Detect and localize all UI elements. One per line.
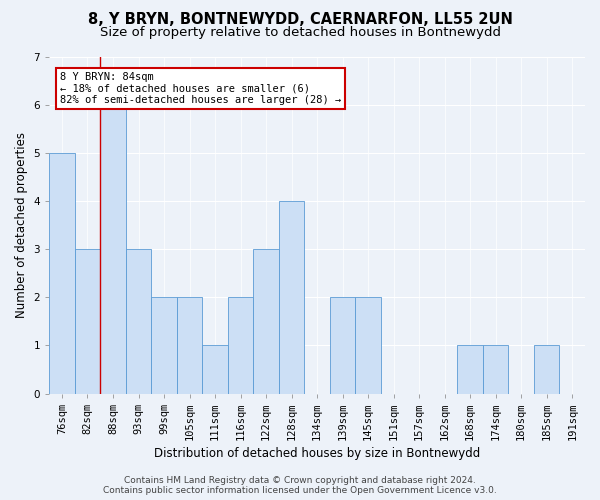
Text: Size of property relative to detached houses in Bontnewydd: Size of property relative to detached ho… (100, 26, 500, 39)
Bar (483, 346, 508, 394)
X-axis label: Distribution of detached houses by size in Bontnewydd: Distribution of detached houses by size … (154, 447, 480, 460)
Bar (228, 297, 253, 394)
Bar (253, 249, 279, 394)
Y-axis label: Number of detached properties: Number of detached properties (15, 132, 28, 318)
Bar (75, 249, 100, 394)
Text: Contains HM Land Registry data © Crown copyright and database right 2024.
Contai: Contains HM Land Registry data © Crown c… (103, 476, 497, 495)
Bar (151, 297, 177, 394)
Bar (355, 297, 381, 394)
Bar (457, 346, 483, 394)
Bar (330, 297, 355, 394)
Bar (177, 297, 202, 394)
Bar (279, 201, 304, 394)
Bar (202, 346, 228, 394)
Bar (126, 249, 151, 394)
Bar (100, 104, 126, 394)
Text: 8 Y BRYN: 84sqm
← 18% of detached houses are smaller (6)
82% of semi-detached ho: 8 Y BRYN: 84sqm ← 18% of detached houses… (60, 72, 341, 105)
Text: 8, Y BRYN, BONTNEWYDD, CAERNARFON, LL55 2UN: 8, Y BRYN, BONTNEWYDD, CAERNARFON, LL55 … (88, 12, 512, 28)
Bar (534, 346, 559, 394)
Bar (49, 153, 75, 394)
